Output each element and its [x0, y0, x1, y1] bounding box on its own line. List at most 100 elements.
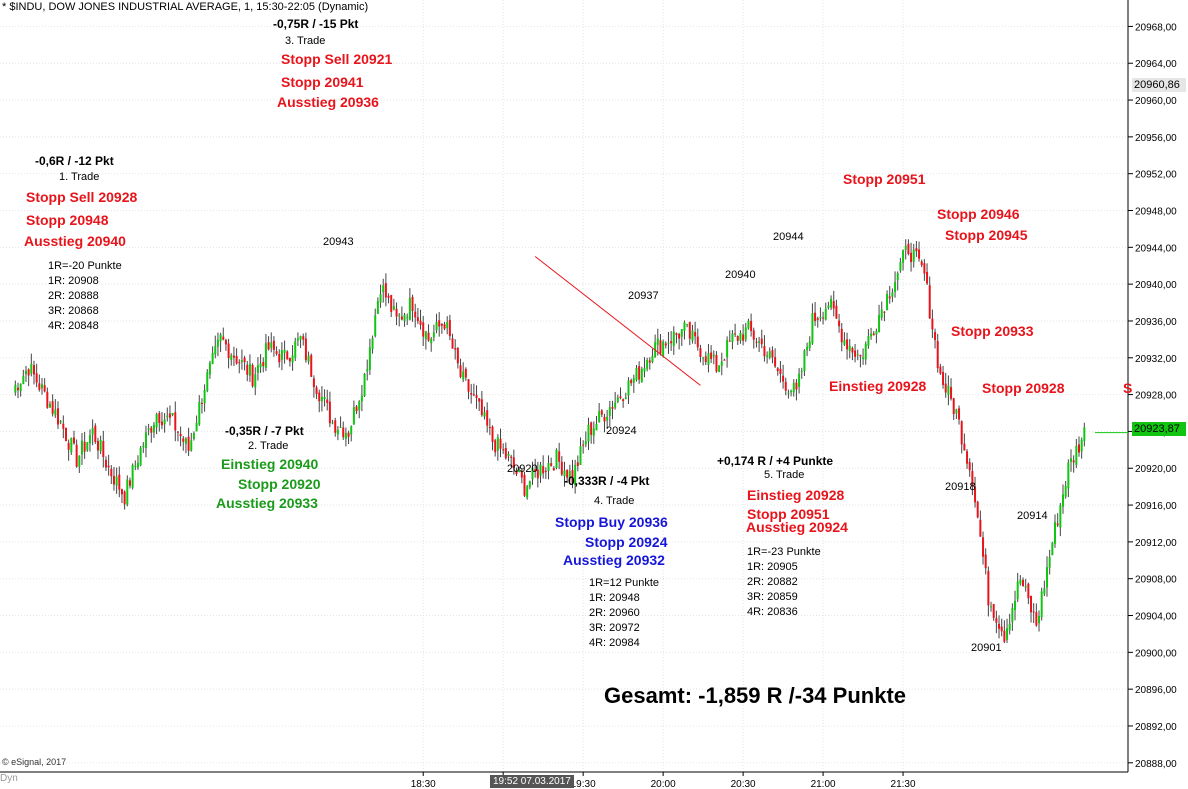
y-tick-label: 20932,00 — [1135, 354, 1177, 365]
candle-body — [251, 365, 254, 387]
candle-body — [606, 416, 609, 421]
candle-body — [131, 465, 134, 488]
candle-body — [819, 316, 822, 319]
candle-body — [1019, 579, 1022, 584]
candle-body — [110, 468, 113, 477]
candle-body — [1056, 523, 1059, 526]
candle-body — [350, 426, 353, 435]
candle-body — [1003, 630, 1006, 642]
candle-body — [496, 437, 499, 451]
candle-body — [75, 444, 78, 467]
candle-body — [491, 426, 494, 442]
candle-body — [400, 316, 403, 320]
trade1-line1: Stopp Sell 20928 — [26, 189, 138, 205]
trade1-r4: 4R: 20848 — [48, 320, 99, 332]
candle-body — [619, 396, 622, 399]
candle-body — [272, 340, 275, 350]
candle-body — [552, 468, 555, 471]
candle-body — [32, 365, 35, 375]
candle-body — [584, 441, 587, 445]
candle-body — [120, 489, 123, 495]
candle-body — [430, 338, 433, 344]
candle-body — [800, 371, 803, 373]
candle-body — [427, 332, 430, 341]
candle-body — [507, 453, 510, 456]
candle-body — [747, 320, 750, 329]
candle-body — [979, 519, 982, 537]
candle-body — [54, 409, 57, 416]
y-tick-label: 20928,00 — [1135, 391, 1177, 402]
candle-body — [334, 420, 337, 433]
trade4-r2: 2R: 20960 — [589, 607, 640, 619]
candle-body — [216, 339, 219, 347]
trade5-r3: 3R: 20859 — [747, 591, 798, 603]
dyn-label: Dyn — [0, 773, 18, 784]
candle-body — [1043, 588, 1046, 594]
candle-body — [862, 357, 865, 359]
candle-body — [659, 340, 662, 354]
candle-body — [662, 341, 665, 356]
candle-body — [168, 413, 171, 418]
candle-body — [235, 355, 238, 364]
candle-body — [758, 341, 761, 343]
candle-body — [1064, 486, 1067, 497]
candle-body — [1038, 615, 1041, 624]
candle-body — [992, 604, 995, 618]
candle-body — [1024, 586, 1027, 588]
candle-body — [134, 465, 137, 467]
candle-body — [947, 385, 950, 395]
candle-body — [174, 412, 177, 431]
candle-body — [360, 395, 363, 402]
candle-body — [968, 462, 971, 471]
candle-body — [904, 245, 907, 250]
trade3-line2: Stopp 20941 — [281, 74, 364, 90]
candle-body — [446, 322, 449, 329]
trade5-r1: 1R: 20905 — [747, 561, 798, 573]
candle-body — [627, 380, 630, 396]
candle-body — [1072, 460, 1075, 463]
candle-body — [294, 341, 297, 358]
candle-body — [152, 424, 155, 433]
candle-body — [1035, 612, 1038, 626]
candle-body — [640, 368, 643, 383]
x-tick-label: 20:30 — [731, 779, 756, 789]
candle-body — [611, 406, 614, 409]
candle-body — [438, 320, 441, 327]
candle-body — [62, 423, 65, 429]
candle-body — [27, 369, 30, 376]
candle-body — [534, 469, 537, 472]
candle-body — [592, 428, 595, 436]
candle-body — [19, 383, 22, 392]
candle-body — [523, 474, 526, 496]
trade1-r2: 2R: 20888 — [48, 290, 99, 302]
candle-body — [1000, 626, 1003, 632]
candle-body — [750, 320, 753, 332]
x-tick-label: 21:00 — [811, 779, 836, 789]
marker-price-label: 20960,86 — [1132, 78, 1186, 92]
candle-body — [355, 406, 358, 412]
candle-body — [544, 470, 547, 472]
candle-body — [558, 451, 561, 462]
candle-body — [187, 436, 190, 451]
candle-body — [598, 411, 601, 423]
candle-body — [158, 413, 161, 423]
candle-body — [203, 390, 206, 404]
note-stopp-20946: Stopp 20946 — [937, 206, 1020, 222]
candle-body — [171, 412, 174, 416]
candle-body — [299, 336, 302, 340]
trade4-line1: Stopp Buy 20936 — [555, 514, 668, 530]
candle-body — [259, 363, 262, 368]
candle-body — [478, 398, 481, 402]
trade5-r-header: 1R=-23 Punkte — [747, 546, 821, 558]
candle-body — [1048, 557, 1051, 568]
candle-body — [827, 305, 830, 308]
price-label-20944: 20944 — [773, 231, 804, 243]
candle-body — [816, 318, 819, 320]
candle-body — [664, 343, 667, 346]
candle-body — [1032, 611, 1035, 613]
candle-body — [243, 357, 246, 363]
candle-body — [670, 341, 673, 344]
candle-body — [64, 427, 67, 442]
candle-body — [248, 363, 251, 376]
